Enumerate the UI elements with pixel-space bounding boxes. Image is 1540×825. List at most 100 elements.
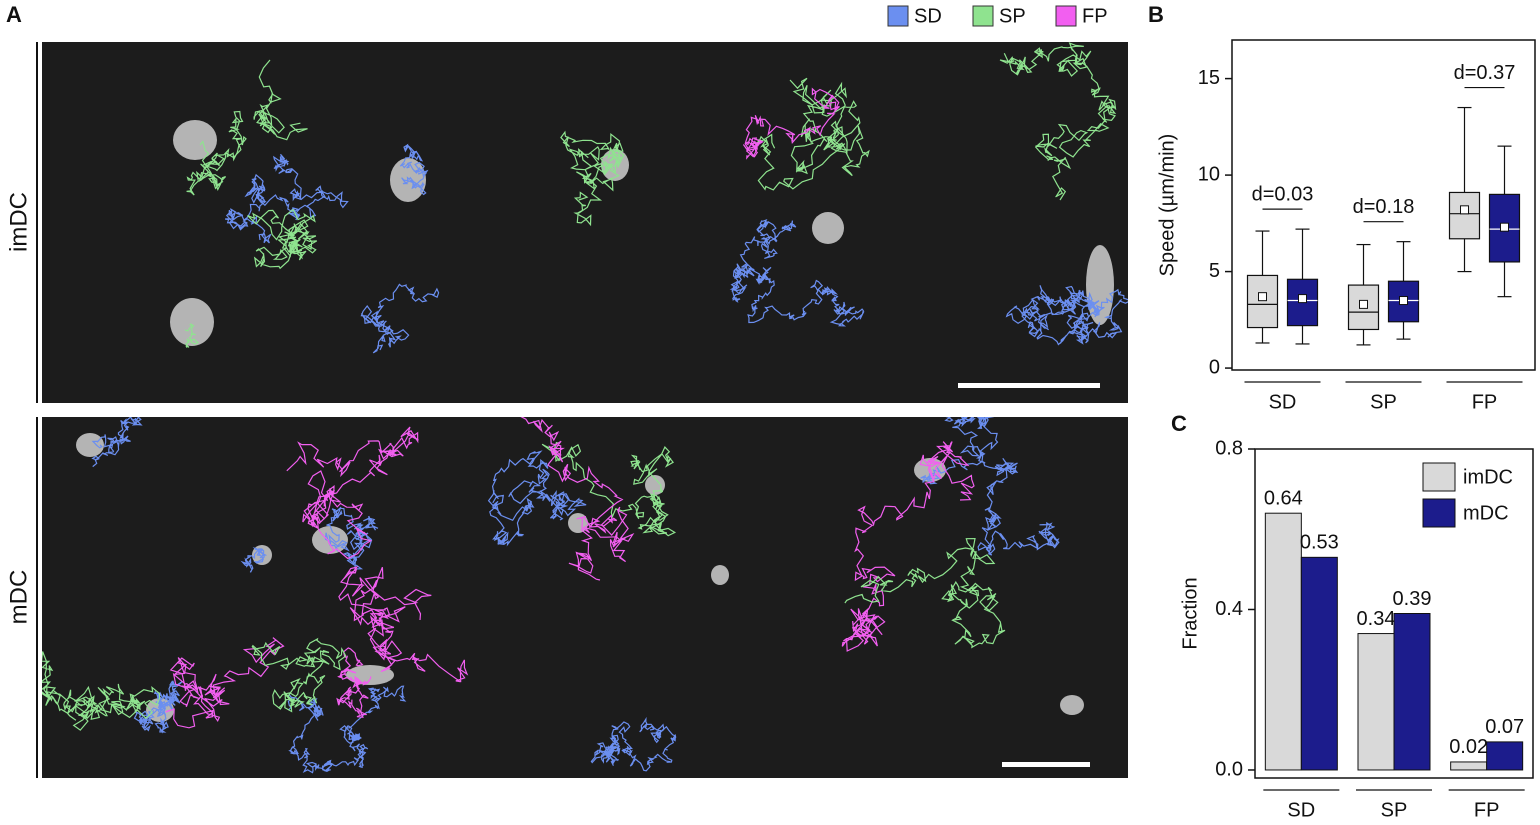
mean bbox=[1359, 299, 1368, 309]
micrograph bbox=[42, 417, 1128, 778]
panel-label: A bbox=[6, 2, 22, 27]
scale-bar bbox=[1002, 762, 1090, 767]
x-tick-label: SP bbox=[1370, 391, 1397, 413]
plot-frame bbox=[1254, 448, 1534, 779]
x-tick-label: FP bbox=[1474, 799, 1500, 821]
y-tick-label: 5 bbox=[1209, 260, 1220, 282]
cell bbox=[711, 565, 729, 585]
bar bbox=[1300, 556, 1338, 771]
effect-size: d=0.03 bbox=[1252, 183, 1314, 205]
y-axis-label: Speed (µm/min) bbox=[1156, 134, 1178, 277]
tracks bbox=[42, 417, 1084, 774]
box bbox=[1448, 191, 1481, 240]
track bbox=[541, 441, 677, 537]
legend-swatch bbox=[1422, 462, 1456, 492]
track bbox=[999, 42, 1117, 201]
cell bbox=[812, 212, 844, 244]
x-tick-label: SP bbox=[1381, 799, 1408, 821]
mean bbox=[1460, 205, 1469, 215]
bar bbox=[1357, 633, 1395, 771]
y-tick-label: 0.0 bbox=[1215, 758, 1243, 780]
legend-swatch bbox=[1422, 498, 1456, 528]
y-tick-label: 0.8 bbox=[1215, 437, 1243, 459]
cell bbox=[1086, 245, 1114, 325]
value-label: 0.07 bbox=[1485, 716, 1524, 738]
bar bbox=[1264, 512, 1302, 771]
track bbox=[240, 547, 268, 573]
x-tick-label: FP bbox=[1472, 391, 1498, 413]
legend-label: SD bbox=[914, 5, 942, 27]
track bbox=[224, 153, 349, 244]
track bbox=[399, 143, 429, 196]
value-label: 0.53 bbox=[1300, 532, 1339, 554]
micrograph bbox=[42, 42, 1128, 403]
mean bbox=[1500, 222, 1509, 232]
scale-bar bbox=[958, 383, 1100, 388]
y-axis-label: Fraction bbox=[1179, 577, 1201, 649]
cell bbox=[170, 298, 214, 346]
track bbox=[742, 87, 840, 160]
track bbox=[360, 283, 440, 354]
legend-label: FP bbox=[1082, 5, 1108, 27]
track bbox=[729, 219, 865, 327]
legend-swatch bbox=[972, 5, 994, 27]
track bbox=[560, 130, 625, 227]
legend-label: mDC bbox=[1463, 502, 1509, 524]
y-tick-label: 0.4 bbox=[1215, 598, 1243, 620]
track bbox=[165, 637, 285, 729]
image-label: imDC bbox=[5, 192, 32, 252]
track bbox=[247, 208, 318, 270]
cell bbox=[76, 433, 104, 457]
panel-label: C bbox=[1171, 411, 1187, 436]
value-label: 0.64 bbox=[1264, 487, 1303, 509]
track bbox=[324, 506, 379, 570]
track bbox=[42, 651, 161, 731]
cell bbox=[645, 475, 665, 495]
legend-swatch bbox=[887, 5, 909, 27]
legend-label: SP bbox=[999, 5, 1026, 27]
track bbox=[338, 565, 469, 683]
bar bbox=[1393, 613, 1431, 771]
track bbox=[184, 323, 199, 348]
tracks bbox=[170, 42, 1128, 354]
track bbox=[520, 417, 635, 581]
x-tick-label: SD bbox=[1287, 799, 1315, 821]
legend-swatch bbox=[1055, 5, 1077, 27]
effect-size: d=0.37 bbox=[1454, 62, 1516, 84]
y-tick-label: 0 bbox=[1209, 356, 1220, 378]
track bbox=[336, 647, 372, 718]
value-label: 0.02 bbox=[1449, 736, 1488, 758]
box bbox=[1347, 284, 1380, 331]
y-tick-label: 10 bbox=[1198, 163, 1220, 185]
mean bbox=[1399, 296, 1408, 306]
track bbox=[91, 417, 143, 468]
bar bbox=[1486, 741, 1524, 771]
plot-frame bbox=[1231, 39, 1536, 371]
track bbox=[920, 417, 1060, 556]
track bbox=[1005, 285, 1128, 346]
track bbox=[487, 450, 587, 547]
track bbox=[844, 537, 1006, 649]
y-tick-label: 15 bbox=[1198, 67, 1220, 89]
value-label: 0.39 bbox=[1393, 588, 1432, 610]
effect-size: d=0.18 bbox=[1353, 196, 1415, 218]
track bbox=[251, 637, 347, 713]
legend-label: imDC bbox=[1463, 466, 1513, 488]
cell bbox=[1060, 695, 1084, 715]
bar bbox=[1450, 761, 1488, 771]
mean bbox=[1298, 294, 1307, 304]
image-label: mDC bbox=[5, 570, 32, 625]
track bbox=[186, 110, 247, 196]
box bbox=[1246, 274, 1279, 329]
track bbox=[286, 426, 419, 560]
track bbox=[841, 441, 975, 652]
x-tick-label: SD bbox=[1269, 391, 1297, 413]
panel-label: B bbox=[1148, 2, 1164, 27]
cell bbox=[173, 120, 217, 160]
track bbox=[590, 716, 677, 772]
value-label: 0.34 bbox=[1357, 608, 1396, 630]
mean bbox=[1258, 292, 1267, 302]
track bbox=[253, 59, 308, 141]
track bbox=[756, 77, 870, 191]
